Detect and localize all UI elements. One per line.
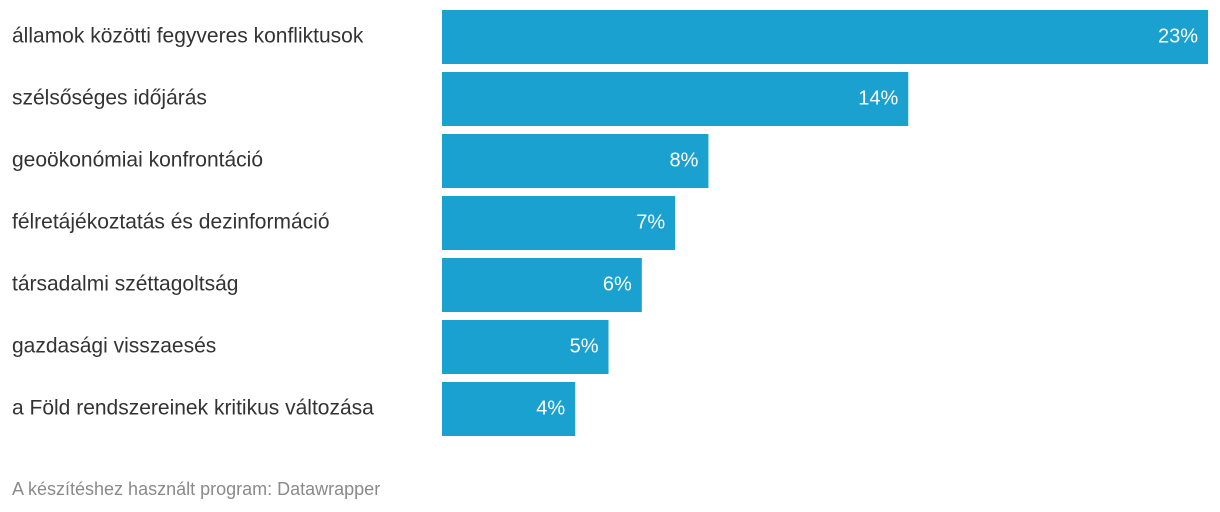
category-label: félretájékoztatás és dezinformáció <box>12 211 330 234</box>
footer: A készítéshez használt program: Datawrap… <box>12 479 380 499</box>
bar <box>442 320 609 374</box>
category-label: szélsőséges időjárás <box>12 87 207 110</box>
category-label: államok közötti fegyveres konfliktusok <box>12 25 364 48</box>
value-label: 8% <box>670 149 699 171</box>
bar <box>442 258 642 312</box>
value-label: 5% <box>570 335 599 357</box>
value-label: 14% <box>858 87 898 109</box>
bar <box>442 72 909 126</box>
category-label: geoökonómiai konfrontáció <box>12 149 263 172</box>
category-label: gazdasági visszaesés <box>12 335 216 358</box>
bar <box>442 196 676 250</box>
value-label: 23% <box>1158 25 1198 47</box>
value-label: 4% <box>536 397 565 419</box>
category-label: a Föld rendszereinek kritikus változása <box>12 397 374 420</box>
bar <box>442 134 709 188</box>
bar <box>442 10 1208 64</box>
value-label: 7% <box>636 211 665 233</box>
bar <box>442 382 576 436</box>
category-label: társadalmi széttagoltság <box>12 273 238 296</box>
value-label: 6% <box>603 273 632 295</box>
